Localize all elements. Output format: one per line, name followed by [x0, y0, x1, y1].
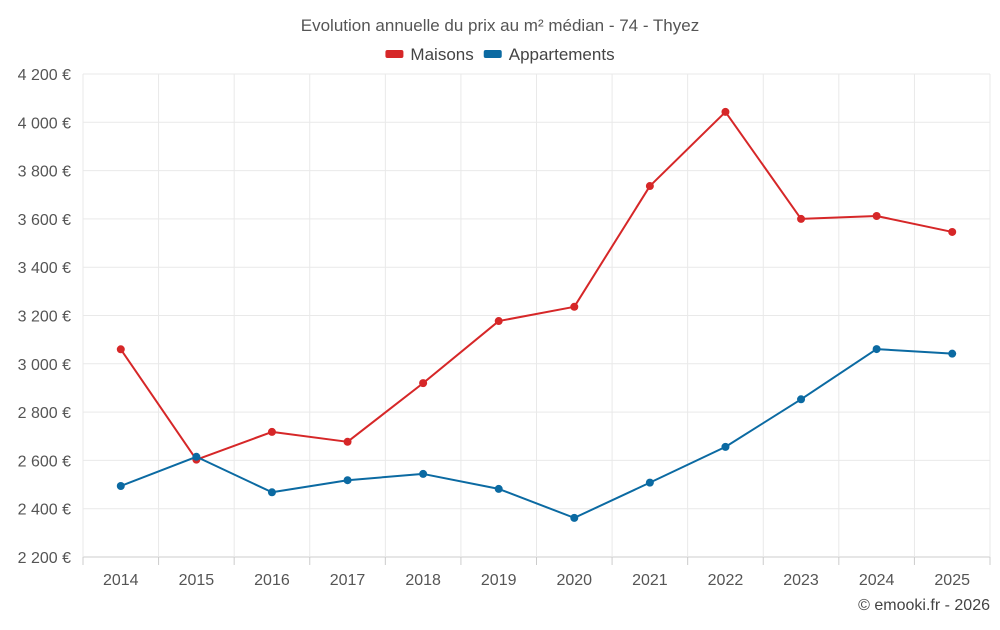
data-point-maisons[interactable]	[872, 212, 881, 221]
y-tick-label: 4 000 €	[18, 115, 71, 132]
data-point-appartements[interactable]	[267, 488, 276, 497]
data-point-appartements[interactable]	[645, 478, 654, 487]
data-point-maisons[interactable]	[948, 227, 957, 236]
x-tick-label: 2018	[405, 572, 441, 589]
data-point-appartements[interactable]	[343, 476, 352, 485]
data-point-maisons[interactable]	[419, 379, 428, 388]
data-point-appartements[interactable]	[797, 395, 806, 404]
data-point-maisons[interactable]	[343, 437, 352, 446]
data-point-appartements[interactable]	[570, 513, 579, 522]
data-point-appartements[interactable]	[948, 349, 957, 358]
data-point-maisons[interactable]	[645, 182, 654, 191]
data-point-maisons[interactable]	[570, 302, 579, 311]
credit-text: © emooki.fr - 2026	[858, 597, 990, 614]
data-point-appartements[interactable]	[116, 481, 125, 490]
y-tick-label: 3 400 €	[18, 260, 71, 277]
y-tick-label: 2 200 €	[18, 550, 71, 567]
legend-label: Appartements	[509, 45, 615, 64]
grid-lines	[82, 73, 991, 565]
y-tick-label: 3 000 €	[18, 357, 71, 374]
data-point-appartements[interactable]	[872, 345, 881, 354]
legend-swatch	[483, 50, 502, 58]
series-layer	[116, 107, 957, 522]
y-tick-label: 3 200 €	[18, 309, 71, 326]
x-tick-label: 2016	[254, 572, 290, 589]
x-tick-label: 2021	[632, 572, 668, 589]
data-point-maisons[interactable]	[267, 427, 276, 436]
x-tick-label: 2015	[179, 572, 215, 589]
legend-item-appartements[interactable]: Appartements	[483, 45, 615, 64]
data-point-appartements[interactable]	[192, 452, 201, 461]
y-tick-label: 2 400 €	[18, 502, 71, 519]
series-maisons	[116, 107, 957, 464]
y-tick-label: 2 800 €	[18, 405, 71, 422]
y-tick-label: 4 200 €	[18, 67, 71, 84]
legend-item-maisons[interactable]: Maisons	[385, 45, 474, 64]
chart-title: Evolution annuelle du prix au m² médian …	[301, 16, 699, 35]
data-point-appartements[interactable]	[494, 484, 503, 493]
y-tick-label: 3 600 €	[18, 212, 71, 229]
legend-swatch	[385, 50, 404, 58]
y-tick-label: 3 800 €	[18, 164, 71, 181]
x-tick-label: 2020	[556, 572, 592, 589]
x-tick-label: 2017	[330, 572, 366, 589]
series-line-appartements	[120, 348, 953, 519]
series-line-maisons	[119, 110, 953, 461]
y-tick-label: 2 600 €	[18, 453, 71, 470]
chart-legend: Maisons Appartements	[385, 45, 615, 64]
x-tick-label: 2014	[103, 572, 139, 589]
data-point-appartements[interactable]	[721, 442, 730, 451]
x-tick-label: 2024	[859, 572, 895, 589]
y-axis-ticks: 2 200 € 2 400 € 2 600 € 2 800 € 3 000 € 3 200…	[18, 67, 71, 567]
data-point-maisons[interactable]	[721, 107, 730, 116]
x-tick-label: 2019	[481, 572, 517, 589]
data-point-maisons[interactable]	[494, 317, 503, 326]
data-point-appartements[interactable]	[419, 469, 428, 478]
x-tick-label: 2022	[708, 572, 744, 589]
x-tick-label: 2023	[783, 572, 819, 589]
x-tick-label: 2025	[934, 572, 970, 589]
data-point-maisons[interactable]	[116, 345, 125, 354]
data-point-maisons[interactable]	[797, 214, 806, 223]
legend-label: Maisons	[410, 45, 473, 64]
series-appartements	[116, 345, 957, 522]
x-axis-ticks: 2014 2015 2016 2017 2018 2019 2020 2021 2022 2023…	[103, 572, 970, 589]
